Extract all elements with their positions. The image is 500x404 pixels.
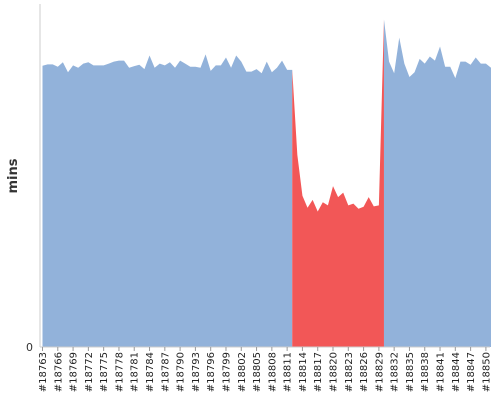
x-tick-label: #18772: [84, 352, 95, 392]
x-tick-label: #18832: [390, 352, 401, 392]
x-tick-label: #18766: [53, 352, 64, 392]
series-area-segment: [383, 19, 491, 347]
x-tick-label: #18820: [329, 352, 340, 392]
x-tick-label: #18763: [38, 352, 49, 392]
x-tick-label: #18802: [237, 352, 248, 392]
y-tick-label: 0: [26, 341, 33, 354]
x-tick-label: #18811: [283, 352, 294, 392]
x-tick-label: #18829: [374, 352, 385, 392]
series-area-highlight: [292, 19, 384, 347]
x-tick-label: #18805: [252, 352, 263, 392]
x-tick-label: #18826: [359, 352, 370, 392]
x-tick-label: #18841: [436, 352, 447, 392]
x-tick-label: #18796: [206, 352, 217, 392]
x-tick-label: #18835: [405, 352, 416, 392]
x-tick-label: #18823: [344, 352, 355, 392]
x-tick-label: #18793: [191, 352, 202, 392]
x-tick-label: #18787: [160, 352, 171, 392]
x-tick-label: #18808: [267, 352, 278, 392]
x-tick-label: #18799: [221, 352, 232, 392]
x-tick-label: #18847: [466, 352, 477, 392]
x-tick-label: #18850: [481, 352, 492, 392]
x-axis-ticks: #18763 #18766 #18769 #18772 #18775 #18778 #187…: [38, 347, 492, 392]
area-layer: [42, 19, 491, 348]
x-tick-label: #18775: [99, 352, 110, 392]
x-tick-label: #18817: [313, 352, 324, 392]
x-tick-label: #18778: [114, 352, 125, 392]
y-axis-ticks: 0: [26, 341, 33, 354]
x-tick-label: #18844: [451, 352, 462, 392]
x-tick-label: #18769: [69, 352, 80, 392]
x-tick-label: #18790: [176, 352, 187, 392]
x-tick-label: #18781: [130, 352, 141, 392]
x-tick-label: #18814: [298, 352, 309, 392]
y-axis-label: mins: [6, 158, 21, 193]
x-tick-label: #18838: [420, 352, 431, 392]
series-area-segment: [42, 54, 293, 348]
x-tick-label: #18784: [145, 352, 156, 392]
